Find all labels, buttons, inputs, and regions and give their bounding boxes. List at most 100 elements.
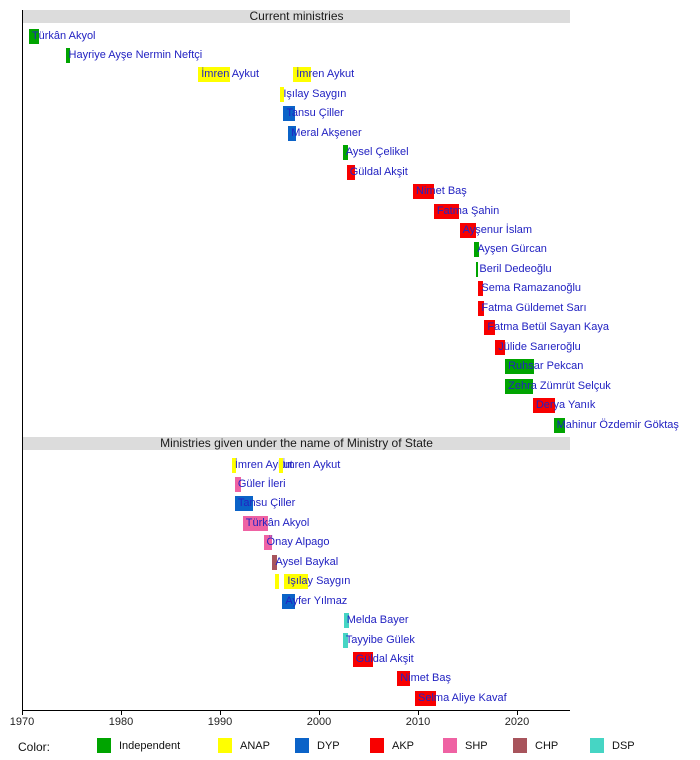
timeline-bar xyxy=(342,632,348,648)
x-axis-tick-label: 1970 xyxy=(9,716,35,728)
timeline-bar xyxy=(474,242,480,258)
timeline-bar xyxy=(484,320,496,336)
timeline-bar xyxy=(234,476,241,492)
minister-label: Beril Dedeoğlu xyxy=(479,262,552,275)
minister-label: Jülide Sarıeroğlu xyxy=(498,340,581,353)
timeline-bar xyxy=(342,145,348,161)
minister-label: Tayyibe Gülek xyxy=(345,633,415,646)
x-axis-tick xyxy=(22,710,23,715)
minister-label: İmren Aykut xyxy=(296,68,355,81)
timeline-bar xyxy=(505,359,534,375)
timeline-bar xyxy=(346,164,355,180)
minister-label: Melda Bayer xyxy=(346,614,409,627)
timeline-bar xyxy=(283,106,296,122)
timeline-bar xyxy=(293,67,312,83)
legend-swatch-dyp xyxy=(295,738,309,753)
minister-label: Ayşen Gürcan xyxy=(477,243,547,256)
minister-label: Nimet Baş xyxy=(400,672,451,685)
legend-swatch-independent xyxy=(97,738,111,753)
timeline-bar xyxy=(352,652,374,667)
legend-label: Independent xyxy=(119,740,181,752)
timeline-bar xyxy=(459,223,477,238)
timeline-bar xyxy=(553,417,565,433)
minister-label: Ayşenur İslam xyxy=(462,224,533,236)
minister-label: Türkân Akyol xyxy=(31,29,96,42)
timeline-bar xyxy=(263,535,273,551)
timeline-bar xyxy=(505,378,533,394)
minister-label: Güldal Akşit xyxy=(355,653,414,665)
legend-label: ANAP xyxy=(240,740,270,752)
x-axis-tick-label: 2010 xyxy=(405,716,431,728)
timeline-bar xyxy=(275,574,280,590)
minister-label: Fatma Betül Sayan Kaya xyxy=(487,321,610,334)
timeline-bar xyxy=(231,457,236,473)
timeline-bar xyxy=(282,593,296,609)
timeline-bar xyxy=(288,125,297,141)
x-axis-tick-label: 1990 xyxy=(207,716,233,728)
legend-swatch-akp xyxy=(370,738,384,753)
timeline-bar xyxy=(433,203,459,219)
timeline-bar xyxy=(343,613,349,629)
minister-label: İmren Aykut xyxy=(201,68,260,81)
minister-label: Tansu Çiller xyxy=(237,497,296,510)
timeline-bar xyxy=(413,184,434,200)
x-axis-tick-label: 2020 xyxy=(504,716,530,728)
legend-title: Color: xyxy=(18,740,51,754)
x-axis-tick xyxy=(517,710,518,715)
timeline-bar xyxy=(415,690,436,706)
minister-label: Türkân Akyol xyxy=(245,516,310,529)
legend-label: AKP xyxy=(392,740,415,752)
legend-label: CHP xyxy=(535,740,559,752)
minister-label: Hayriye Ayşe Nermin Neftçi xyxy=(68,48,203,61)
minister-label: Mahinur Özdemir Göktaş xyxy=(556,418,679,431)
minister-label: Işılay Saygın xyxy=(287,575,351,588)
timeline-bar xyxy=(28,28,39,44)
minister-label: Sema Ramazanoğlu xyxy=(481,282,582,295)
x-axis-tick-label: 1980 xyxy=(108,716,134,728)
x-axis-tick-label: 2000 xyxy=(306,716,332,728)
timeline-bar xyxy=(280,86,285,102)
x-axis-line xyxy=(22,710,570,711)
minister-label: Işılay Saygın xyxy=(283,87,347,100)
minister-label: İmren Aykut xyxy=(282,458,341,471)
minister-label: Meral Akşener xyxy=(291,126,362,139)
minister-label: Tansu Çiller xyxy=(286,107,344,120)
y-axis-line xyxy=(22,10,23,710)
minister-label: Derya Yanık xyxy=(535,399,596,412)
minister-label: Selma Aliye Kavaf xyxy=(418,691,507,704)
timeline-bar xyxy=(242,515,268,531)
x-axis-tick xyxy=(220,710,221,715)
minister-label: Aysel Baykal xyxy=(275,555,339,568)
timeline-bar xyxy=(478,300,485,316)
x-axis-tick xyxy=(121,710,122,715)
timeline-bar xyxy=(397,671,411,687)
legend-swatch-shp xyxy=(443,738,457,753)
timeline-bar xyxy=(272,554,278,570)
legend-swatch-anap xyxy=(218,738,232,753)
legend-swatch-dsp xyxy=(590,738,604,753)
section-header: Current ministries xyxy=(23,10,570,23)
minister-label: Güldal Akşit xyxy=(349,165,408,178)
minister-label: Fatma Şahin xyxy=(436,204,500,217)
legend-label: SHP xyxy=(465,740,488,752)
timeline-bar xyxy=(532,398,555,414)
x-axis-tick xyxy=(418,710,419,715)
timeline-bar xyxy=(495,339,506,355)
legend-label: DYP xyxy=(317,740,340,752)
minister-label: Ayfer Yılmaz xyxy=(285,594,348,607)
timeline-bar xyxy=(198,67,230,83)
legend-label: DSP xyxy=(612,740,635,752)
minister-label: İmren Aykut xyxy=(234,458,293,471)
timeline-bar xyxy=(284,574,309,590)
legend: Color: Independent ANAP DYP AKP SHP CHP DSP xyxy=(0,737,700,760)
minister-label: Önay Alpago xyxy=(266,536,330,549)
minister-label: Aysel Çelikel xyxy=(345,146,409,159)
timeline-bar xyxy=(279,457,284,473)
section-header: Ministries given under the name of Minis… xyxy=(23,437,570,450)
timeline-bar xyxy=(476,261,479,277)
legend-swatch-chp xyxy=(513,738,527,753)
timeline-bar xyxy=(65,47,71,63)
minister-label: Güler İleri xyxy=(237,477,286,490)
minister-label: Nimet Baş xyxy=(416,185,467,198)
